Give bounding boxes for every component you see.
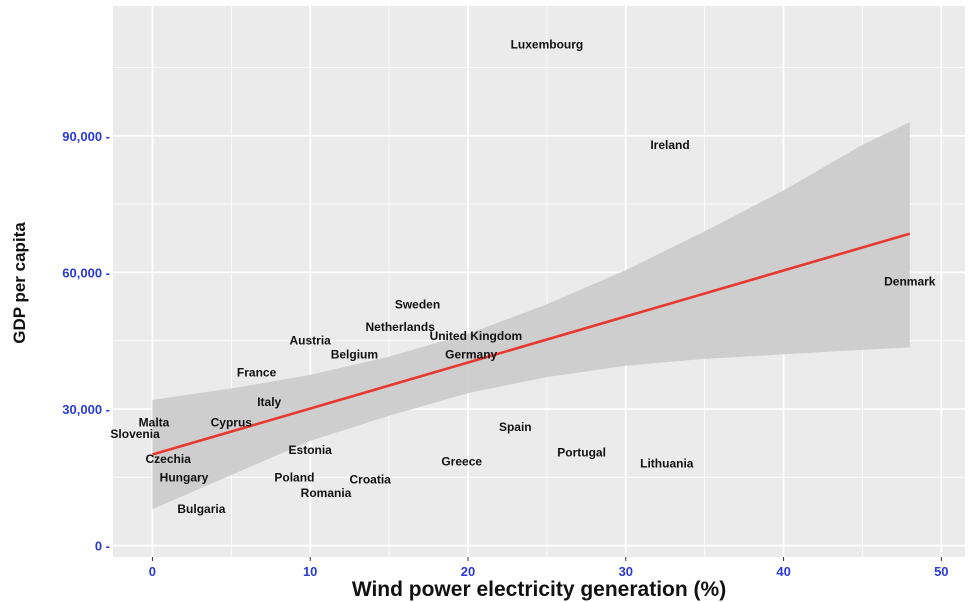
point-label-czechia: Czechia	[146, 452, 192, 466]
point-label-hungary: Hungary	[160, 470, 209, 484]
y-tick-label: 60,000 -	[62, 265, 110, 280]
y-axis-ticks: 0 - 30,000 - 60,000 - 90,000 -	[62, 129, 110, 554]
x-tick-label: 30	[619, 564, 633, 579]
point-label-lithuania: Lithuania	[640, 457, 694, 471]
confidence-band	[152, 122, 910, 510]
point-label-poland: Poland	[274, 470, 314, 484]
x-tick-label: 20	[461, 564, 475, 579]
point-label-estonia: Estonia	[289, 443, 333, 457]
x-tick-label: 0	[149, 564, 156, 579]
point-label-croatia: Croatia	[350, 473, 392, 487]
point-label-luxembourg: Luxembourg	[511, 38, 584, 52]
point-label-austria: Austria	[290, 334, 332, 348]
point-label-cyprus: Cyprus	[211, 416, 253, 430]
point-label-sweden: Sweden	[395, 297, 440, 311]
x-axis-title: Wind power electricity generation (%)	[352, 578, 726, 601]
point-label-spain: Spain	[499, 420, 532, 434]
point-label-france: France	[237, 366, 277, 380]
y-tick-label: 90,000 -	[62, 129, 110, 144]
x-tick-label: 50	[934, 564, 948, 579]
point-label-bulgaria: Bulgaria	[177, 502, 225, 516]
y-axis-title: GDP per capita	[10, 222, 29, 344]
point-label-denmark: Denmark	[884, 275, 936, 289]
x-tick-label: 40	[776, 564, 790, 579]
point-label-ireland: Ireland	[650, 138, 689, 152]
point-label-germany: Germany	[445, 347, 497, 361]
point-labels: Luxembourg Ireland Denmark Sweden Netherland…	[110, 38, 935, 517]
point-label-belgium: Belgium	[331, 347, 378, 361]
y-tick-label: 0 -	[95, 539, 110, 554]
regression-line	[152, 232, 911, 456]
point-label-slovenia: Slovenia	[110, 427, 160, 441]
major-gridlines	[113, 6, 965, 557]
point-label-united-kingdom: United Kingdom	[430, 329, 523, 343]
x-axis-ticks: 0 10 20 30 40 50	[149, 557, 949, 579]
point-label-malta: Malta	[139, 416, 170, 430]
point-label-greece: Greece	[441, 454, 482, 468]
point-label-italy: Italy	[257, 395, 281, 409]
point-label-romania: Romania	[301, 486, 352, 500]
y-tick-label: 30,000 -	[62, 402, 110, 417]
x-tick-label: 10	[303, 564, 317, 579]
point-label-netherlands: Netherlands	[366, 320, 436, 334]
point-label-portugal: Portugal	[557, 445, 606, 459]
